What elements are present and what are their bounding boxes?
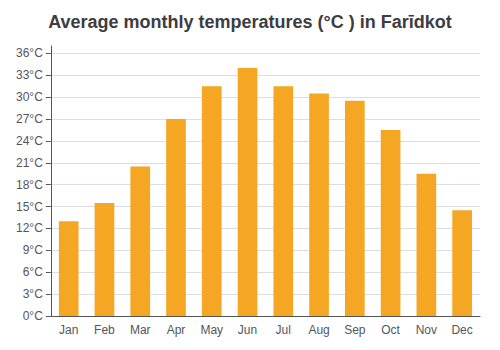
- svg-text:Dec: Dec: [451, 323, 472, 337]
- svg-text:Feb: Feb: [94, 323, 115, 337]
- svg-text:May: May: [200, 323, 223, 337]
- svg-text:3°C: 3°C: [23, 287, 43, 301]
- svg-text:27°C: 27°C: [16, 112, 43, 126]
- svg-text:18°C: 18°C: [16, 178, 43, 192]
- svg-text:Jul: Jul: [276, 323, 291, 337]
- svg-text:Jun: Jun: [238, 323, 257, 337]
- svg-text:24°C: 24°C: [16, 134, 43, 148]
- svg-text:15°C: 15°C: [16, 200, 43, 214]
- svg-text:Jan: Jan: [59, 323, 78, 337]
- svg-text:Sep: Sep: [344, 323, 366, 337]
- svg-text:21°C: 21°C: [16, 156, 43, 170]
- svg-text:Oct: Oct: [381, 323, 400, 337]
- svg-text:6°C: 6°C: [23, 265, 43, 279]
- svg-text:9°C: 9°C: [23, 243, 43, 257]
- svg-text:36°C: 36°C: [16, 46, 43, 60]
- svg-text:Apr: Apr: [167, 323, 186, 337]
- svg-text:12°C: 12°C: [16, 221, 43, 235]
- svg-text:Nov: Nov: [416, 323, 437, 337]
- svg-text:33°C: 33°C: [16, 68, 43, 82]
- svg-text:0°C: 0°C: [23, 309, 43, 323]
- svg-text:30°C: 30°C: [16, 90, 43, 104]
- svg-text:Aug: Aug: [308, 323, 329, 337]
- svg-text:Mar: Mar: [130, 323, 151, 337]
- svg-text:Average monthly temperatures (: Average monthly temperatures (°C ) in Fa…: [48, 12, 452, 32]
